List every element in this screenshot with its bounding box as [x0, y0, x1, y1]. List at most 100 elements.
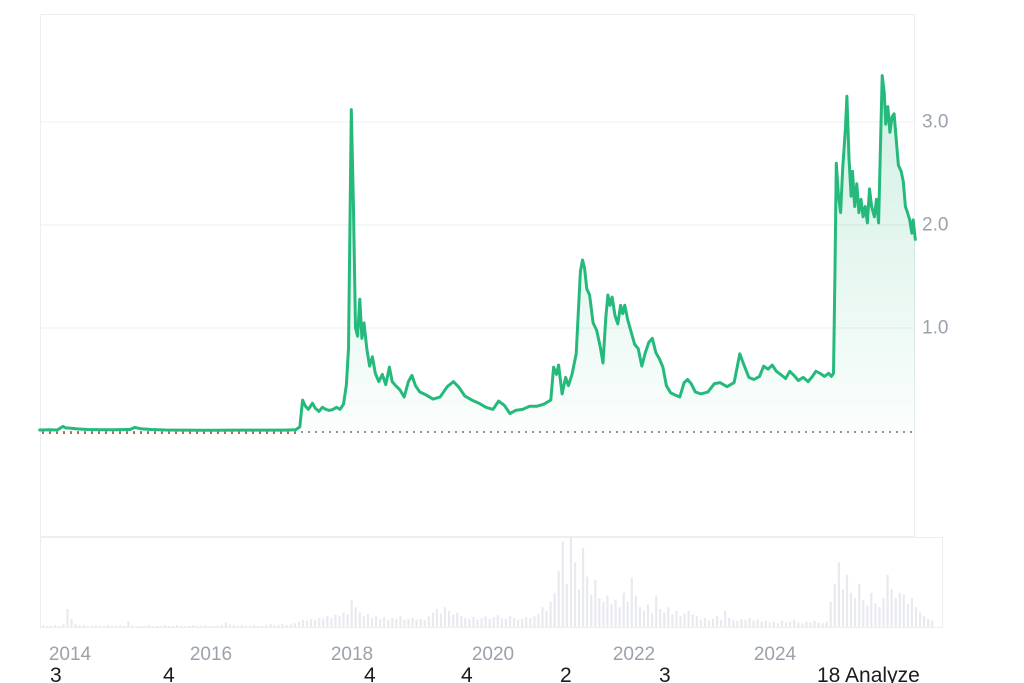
volume-bar — [805, 621, 808, 627]
volume-bar — [391, 618, 394, 627]
x-axis-tick-label: 2022 — [612, 644, 656, 665]
y-axis-tick-label: 2.0 — [922, 214, 949, 236]
x-axis-tick-label: 2016 — [189, 644, 233, 665]
y-axis-tick-label: 1.0 — [922, 317, 949, 339]
volume-bar — [606, 595, 609, 627]
volume-bar — [273, 625, 276, 627]
volume-bar — [74, 624, 77, 627]
x-axis-tick-label: 2024 — [753, 644, 797, 665]
volume-bar — [931, 620, 934, 627]
volume-bar — [261, 626, 264, 627]
volume-bar — [659, 609, 662, 627]
bottom-number-label: 3 — [50, 664, 62, 683]
volume-bar — [521, 618, 524, 627]
volume-bar — [919, 612, 922, 627]
volume-bar — [582, 547, 585, 627]
volume-bar — [180, 626, 183, 627]
x-axis-tick-label: 2014 — [48, 644, 92, 665]
volume-bar — [817, 622, 820, 627]
volume-bar — [387, 619, 390, 627]
volume-bar — [500, 618, 503, 627]
volume-bar — [687, 610, 690, 627]
volume-bar — [646, 604, 650, 627]
volume-bar — [797, 622, 800, 627]
volume-bar — [663, 612, 666, 627]
volume-bar — [849, 592, 853, 627]
volume-bar — [468, 618, 471, 627]
volume-bar — [70, 618, 73, 627]
volume-bar — [46, 626, 49, 627]
analyze-label[interactable]: 18 Analyze — [817, 664, 920, 683]
volume-bar — [167, 626, 171, 627]
volume-bar — [529, 618, 532, 627]
volume-bar — [204, 625, 207, 627]
volume-bar — [667, 607, 670, 627]
volume-bar — [785, 622, 788, 627]
volume-bar — [537, 613, 540, 627]
volume-bar — [695, 616, 698, 627]
volume-bar — [642, 610, 646, 627]
volume-bar — [423, 619, 426, 627]
volume-bar — [736, 620, 739, 627]
bottom-number-label: 2 — [560, 664, 572, 683]
volume-bar — [281, 624, 284, 627]
volume-bar — [277, 625, 280, 627]
volume-bar — [310, 618, 313, 627]
volume-bar — [561, 541, 564, 627]
volume-bar — [151, 626, 154, 627]
volume-bar — [362, 616, 365, 627]
volume-bar — [728, 618, 731, 627]
volume-bar — [200, 626, 203, 627]
volume-bar — [395, 618, 398, 627]
volume-bar — [898, 592, 901, 627]
volume-bar — [285, 625, 288, 627]
volume-bar — [265, 625, 268, 627]
volume-bar — [508, 616, 512, 627]
volume-bar — [415, 619, 418, 627]
volume-bar — [366, 614, 369, 627]
volume-bar — [703, 618, 706, 627]
volume-bar — [720, 619, 723, 627]
volume-bar — [330, 618, 333, 627]
volume-bar — [902, 594, 905, 627]
price-line — [38, 74, 917, 432]
volume-bar — [553, 592, 556, 627]
volume-bar — [691, 614, 694, 627]
volume-bar — [342, 612, 345, 627]
volume-bar — [305, 620, 309, 627]
volume-bar — [322, 618, 325, 627]
volume-bar — [882, 598, 885, 627]
volume-bar — [671, 614, 674, 627]
volume-bar — [58, 626, 61, 627]
volume-bar — [923, 616, 926, 627]
volume-bar — [594, 580, 597, 627]
volume-bar — [184, 626, 187, 627]
volume-bar — [545, 610, 548, 627]
volume-bar — [748, 618, 751, 627]
volume-bar — [212, 626, 215, 627]
volume-bar — [289, 624, 292, 627]
volume-bar — [301, 619, 304, 627]
volume-bar — [878, 607, 881, 627]
bottom-number-label: 4 — [461, 664, 473, 683]
volume-bar — [776, 623, 780, 627]
x-axis-tick-label: 2020 — [471, 644, 515, 665]
volume-bar — [192, 625, 195, 627]
volume-bar — [886, 574, 889, 627]
volume-bar — [460, 616, 463, 627]
volume-bar — [541, 607, 544, 627]
volume-bar — [480, 618, 483, 627]
volume-bar — [699, 619, 702, 627]
volume-bar — [492, 617, 495, 627]
volume-bar — [874, 603, 877, 627]
volume-bar — [159, 626, 162, 627]
volume-bar — [443, 607, 447, 627]
volume-bar — [245, 626, 248, 627]
volume-bar — [147, 625, 150, 627]
volume-bar — [135, 626, 138, 627]
volume-bar — [253, 625, 256, 627]
volume-bar — [565, 583, 568, 627]
volume-bar — [78, 625, 81, 627]
volume-bar — [716, 616, 719, 627]
